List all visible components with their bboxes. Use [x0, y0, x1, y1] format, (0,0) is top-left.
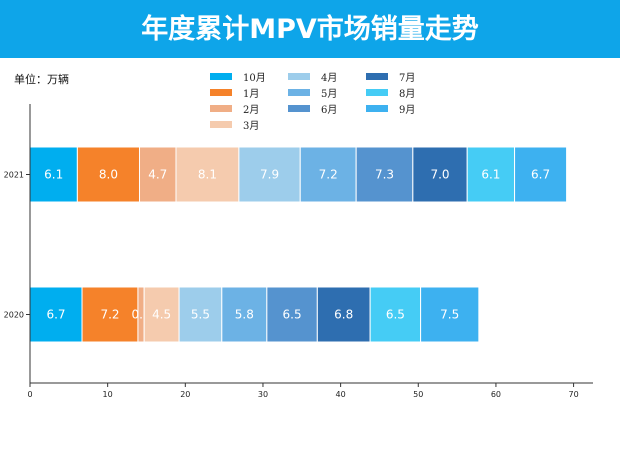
- legend-label: 7月: [399, 72, 415, 84]
- legend-label: 8月: [399, 88, 415, 100]
- bar-segment: [355, 146, 414, 203]
- data-label: 6.1: [481, 168, 500, 182]
- data-label: 7.0: [430, 168, 449, 182]
- legend-label: 6月: [321, 104, 337, 116]
- legend-label: 2月: [243, 104, 259, 116]
- bar-segment: [316, 286, 371, 343]
- legend-swatch: [366, 73, 388, 80]
- data-label: 5.8: [235, 308, 254, 322]
- x-tick-label: 30: [258, 390, 268, 399]
- x-tick-label: 0: [27, 390, 32, 399]
- data-label: 7.2: [319, 168, 338, 182]
- bar-segment: [221, 286, 268, 343]
- x-tick-label: 40: [336, 390, 346, 399]
- bar-segment: [514, 146, 568, 203]
- unit-label: 单位：万辆: [14, 73, 69, 86]
- data-label: 6.8: [334, 308, 353, 322]
- data-label: 8.0: [99, 168, 118, 182]
- legend-swatch: [288, 105, 310, 112]
- x-tick-label: 50: [413, 390, 423, 399]
- data-label: 4.5: [152, 308, 171, 322]
- x-tick-label: 20: [180, 390, 190, 399]
- bar-segment: [238, 146, 301, 203]
- data-label: 6.7: [46, 308, 65, 322]
- data-label: 6.1: [44, 168, 63, 182]
- data-label: 7.5: [440, 308, 459, 322]
- legend-label: 4月: [321, 72, 337, 84]
- bar-segment: [138, 146, 177, 203]
- x-tick-label: 60: [491, 390, 501, 399]
- bar-segment: [143, 286, 180, 343]
- data-label: 6.5: [283, 308, 302, 322]
- bar-segment: [178, 286, 223, 343]
- bar-segment: [369, 286, 422, 343]
- legend-swatch: [210, 105, 232, 112]
- y-tick-label: 2021: [4, 171, 24, 180]
- data-label: 6.7: [531, 168, 550, 182]
- legend-swatch: [210, 73, 232, 80]
- legend-swatch: [210, 121, 232, 128]
- x-tick-label: 10: [103, 390, 113, 399]
- data-label: 7.2: [100, 308, 119, 322]
- bar-segment: [299, 146, 357, 203]
- legend-swatch: [366, 105, 388, 112]
- legend-swatch: [210, 89, 232, 96]
- bar-segment: [175, 146, 240, 203]
- data-label: 7.9: [260, 168, 279, 182]
- data-label: 7.3: [375, 168, 394, 182]
- legend-swatch: [366, 89, 388, 96]
- legend-label: 5月: [321, 88, 337, 100]
- legend-swatch: [288, 73, 310, 80]
- legend-label: 9月: [399, 104, 415, 116]
- legend-label: 1月: [243, 88, 259, 100]
- y-tick-label: 2020: [4, 311, 24, 320]
- x-tick-label: 70: [568, 390, 578, 399]
- legend-label: 3月: [243, 120, 259, 132]
- data-label: 5.5: [191, 308, 210, 322]
- bar-segment: [76, 146, 140, 203]
- legend-label: 10月: [243, 72, 266, 84]
- bar-segment: [29, 286, 83, 343]
- bar-segment: [266, 286, 318, 343]
- data-label: 4.7: [148, 168, 167, 182]
- data-label: 6.5: [386, 308, 405, 322]
- bar-segment: [81, 286, 139, 343]
- data-label: 8.1: [198, 168, 217, 182]
- legend-swatch: [288, 89, 310, 96]
- bar-segment: [420, 286, 480, 343]
- bar-segment: [412, 146, 468, 203]
- chart-title: 年度累计MPV市场销量走势: [0, 0, 620, 58]
